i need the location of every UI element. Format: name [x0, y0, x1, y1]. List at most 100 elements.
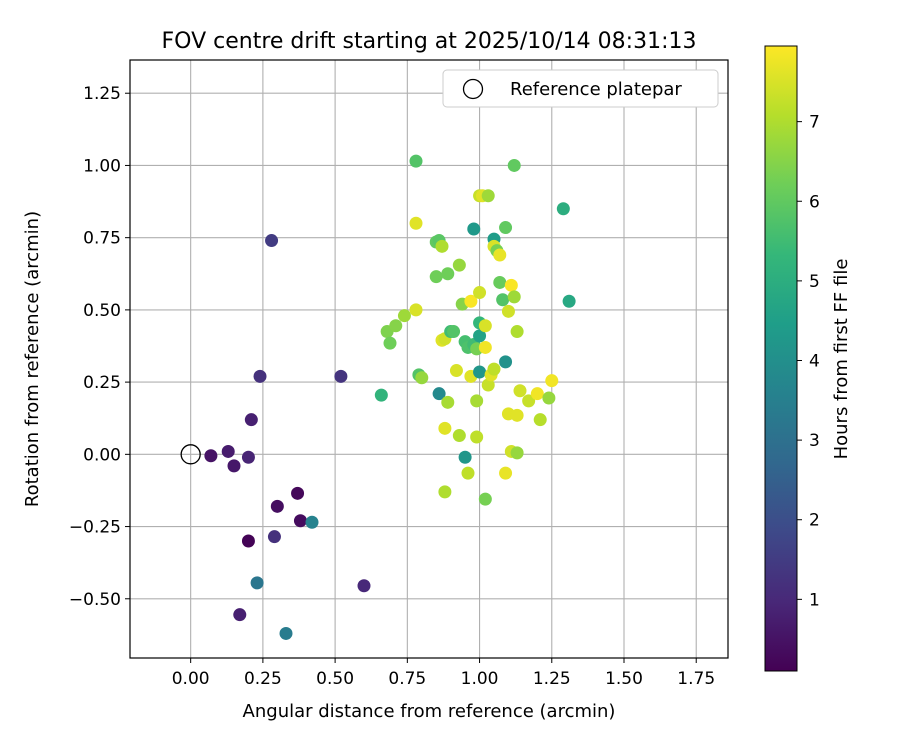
data-point: [478, 340, 492, 354]
data-point: [493, 248, 507, 262]
y-tick-label: 1.25: [83, 84, 121, 104]
data-point: [267, 530, 281, 544]
x-tick-label: 1.25: [533, 669, 571, 689]
colorbar-gradient: [764, 45, 798, 672]
data-point: [562, 294, 576, 308]
data-point: [493, 275, 507, 289]
data-point: [478, 492, 492, 506]
data-point: [334, 369, 348, 383]
y-tick-label: 0.25: [83, 373, 121, 393]
data-point: [478, 319, 492, 333]
data-point: [409, 216, 423, 230]
colorbar-tick-label: 4: [809, 351, 820, 371]
data-point: [473, 329, 487, 343]
data-point: [374, 388, 388, 402]
data-point: [452, 429, 466, 443]
data-point: [438, 485, 452, 499]
data-point: [473, 286, 487, 300]
data-point: [467, 222, 481, 236]
y-axis-ticks: −0.50 −0.25 0.00 0.25 0.50 0.75 1.00 1.25: [69, 84, 130, 610]
chart-title: FOV centre drift starting at 2025/10/14 …: [162, 29, 697, 54]
x-tick-label: 1.50: [605, 669, 643, 689]
data-point: [522, 394, 536, 408]
reference-platepar-marker: [180, 444, 201, 465]
y-tick-label: 0.50: [83, 301, 121, 321]
colorbar-label: Hours from first FF file: [831, 259, 852, 460]
legend: Reference platepar: [442, 69, 719, 108]
x-tick-label: 0.50: [316, 669, 354, 689]
data-point: [556, 202, 570, 216]
data-point: [501, 304, 515, 318]
y-tick-label: 0.75: [83, 229, 121, 249]
data-point: [481, 189, 495, 203]
data-point: [438, 421, 452, 435]
data-point: [204, 449, 218, 463]
plot-area: 0.00 0.25 0.50 0.75 1.00 1.25 1.50 1.75 −0.50−0…: [69, 59, 729, 689]
data-point: [241, 450, 255, 464]
data-point: [470, 430, 484, 444]
y-tick-label: −0.25: [69, 518, 121, 538]
data-point: [542, 391, 556, 405]
data-point: [461, 466, 475, 480]
data-point: [499, 466, 513, 480]
data-point: [507, 158, 521, 172]
data-point: [452, 258, 466, 272]
y-tick-label: 1.00: [83, 156, 121, 176]
data-point: [530, 387, 544, 401]
data-point: [227, 459, 241, 473]
data-point: [441, 395, 455, 409]
x-tick-label: 0.25: [244, 669, 282, 689]
data-point: [449, 364, 463, 378]
data-point: [253, 369, 267, 383]
data-point: [389, 319, 403, 333]
data-point: [291, 486, 305, 500]
colorbar-tick-label: 2: [809, 511, 820, 531]
data-point: [432, 387, 446, 401]
colorbar-ticks: 1 2 3 4 5 6 7: [797, 113, 820, 610]
colorbar-tick-label: 6: [809, 192, 820, 212]
plot-frame: [129, 59, 729, 659]
data-point: [293, 514, 307, 528]
data-point: [244, 413, 258, 427]
x-tick-label: 0.75: [388, 669, 426, 689]
data-point: [383, 336, 397, 350]
x-axis-ticks: 0.00 0.25 0.50 0.75 1.00 1.25 1.50 1.75: [172, 658, 715, 689]
data-point: [250, 576, 264, 590]
legend-marker-icon: [462, 78, 484, 100]
data-point: [533, 413, 547, 427]
colorbar: 1 2 3 4 5 6 7 Hours from first FF file: [764, 45, 852, 672]
plot-background: [130, 60, 728, 658]
data-point: [233, 608, 247, 622]
data-point: [458, 450, 472, 464]
data-point: [510, 325, 524, 339]
data-point: [305, 515, 319, 529]
data-point: [504, 278, 518, 292]
data-point: [409, 154, 423, 168]
x-tick-label: 1.00: [461, 669, 499, 689]
y-axis-label: Rotation from reference (arcmin): [22, 211, 43, 507]
data-points: [204, 154, 576, 640]
data-point: [510, 408, 524, 422]
legend-label: Reference platepar: [510, 79, 682, 100]
data-point: [499, 355, 513, 369]
y-tick-label: 0.00: [83, 445, 121, 465]
data-point: [429, 270, 443, 284]
legend-box: [442, 69, 719, 108]
data-point: [487, 362, 501, 376]
colorbar-tick-label: 1: [809, 590, 820, 610]
x-tick-label: 0.00: [172, 669, 210, 689]
colorbar-tick-label: 7: [809, 113, 820, 133]
data-point: [409, 303, 423, 317]
data-point: [507, 290, 521, 304]
data-point: [270, 499, 284, 513]
data-point: [496, 293, 510, 307]
data-point: [481, 378, 495, 392]
data-point: [415, 371, 429, 385]
x-axis-label: Angular distance from reference (arcmin): [243, 701, 616, 722]
data-point: [447, 325, 461, 339]
data-point: [510, 446, 524, 460]
data-point: [221, 444, 235, 458]
data-point: [464, 294, 478, 308]
data-point: [241, 534, 255, 548]
